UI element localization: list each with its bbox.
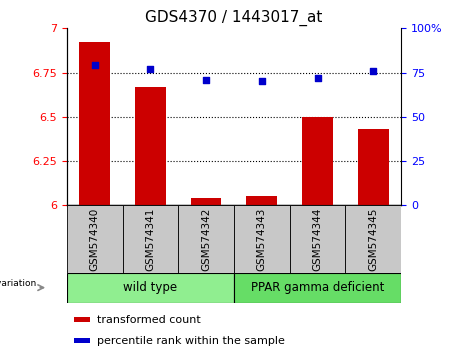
- Point: [202, 77, 210, 82]
- Text: genotype/variation: genotype/variation: [0, 279, 37, 287]
- Point: [370, 68, 377, 74]
- Text: GSM574344: GSM574344: [313, 207, 323, 271]
- Bar: [302, 117, 333, 205]
- Bar: [358, 129, 389, 205]
- Text: GSM574343: GSM574343: [257, 207, 267, 271]
- Text: PPAR gamma deficient: PPAR gamma deficient: [251, 281, 384, 294]
- Bar: [73, 317, 89, 322]
- Text: transformed count: transformed count: [97, 315, 201, 325]
- Bar: [79, 42, 110, 205]
- Bar: [67, 205, 123, 273]
- Title: GDS4370 / 1443017_at: GDS4370 / 1443017_at: [145, 9, 323, 25]
- Bar: [247, 196, 277, 205]
- Bar: [191, 198, 221, 205]
- Point: [314, 75, 321, 81]
- Bar: [135, 87, 165, 205]
- Bar: [345, 205, 401, 273]
- Text: percentile rank within the sample: percentile rank within the sample: [97, 336, 285, 346]
- Bar: [123, 205, 178, 273]
- Point: [147, 66, 154, 72]
- Point: [258, 79, 266, 84]
- Text: GSM574345: GSM574345: [368, 207, 378, 271]
- Bar: [73, 338, 89, 343]
- Text: wild type: wild type: [124, 281, 177, 294]
- Bar: [234, 273, 401, 303]
- Bar: [178, 205, 234, 273]
- Bar: [290, 205, 345, 273]
- Text: GSM574341: GSM574341: [145, 207, 155, 271]
- Bar: [234, 205, 290, 273]
- Point: [91, 63, 98, 68]
- Text: GSM574340: GSM574340: [90, 207, 100, 270]
- Text: GSM574342: GSM574342: [201, 207, 211, 271]
- Bar: [67, 273, 234, 303]
